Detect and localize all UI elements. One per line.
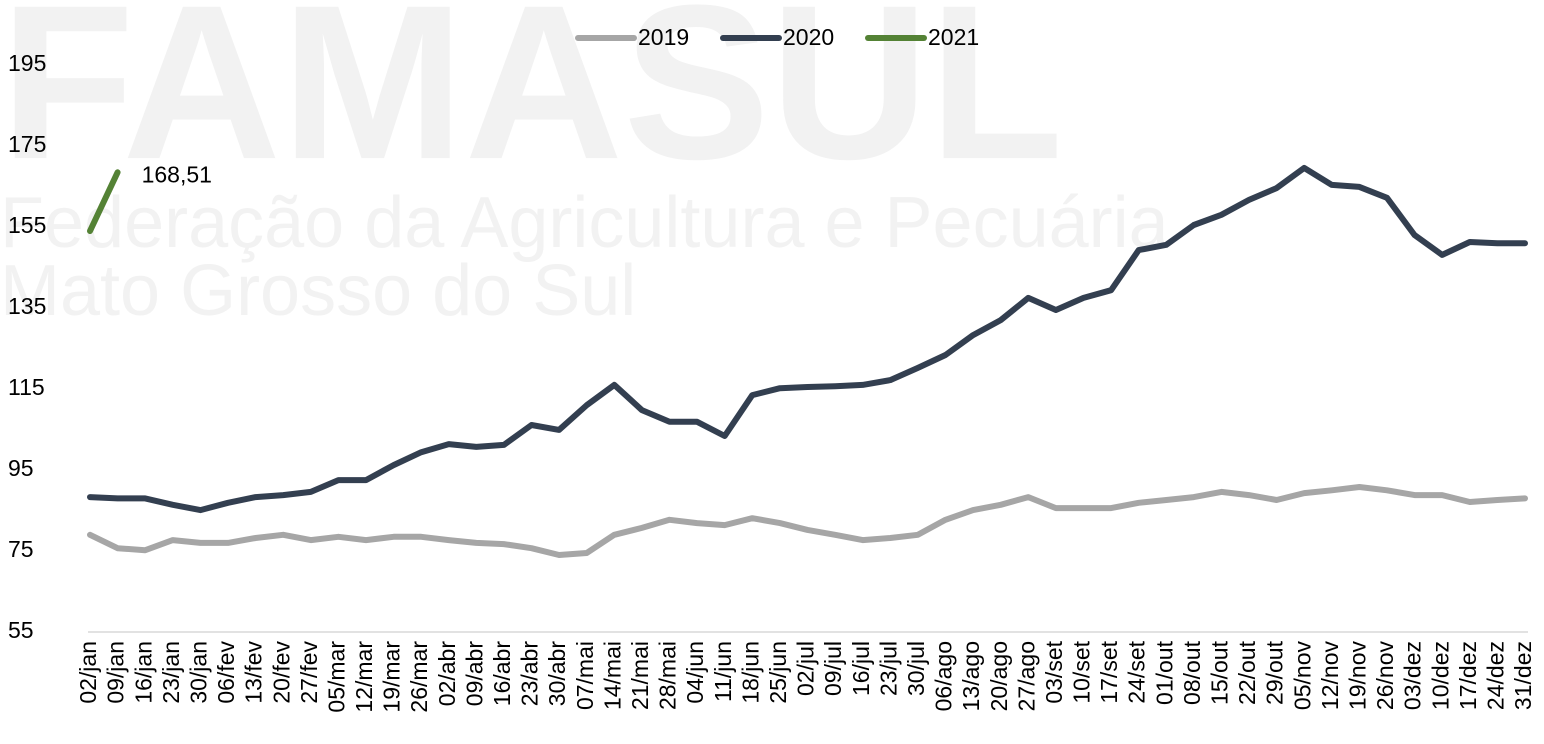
x-tick-label: 27/fev (296, 641, 322, 704)
x-tick-label: 17/dez (1455, 641, 1481, 710)
x-tick-label: 05/nov (1289, 641, 1315, 711)
x-tick-label: 26/nov (1372, 641, 1398, 711)
x-tick-label: 30/jul (903, 641, 929, 696)
x-tick-label: 19/nov (1345, 641, 1371, 711)
series-line (87, 484, 1528, 558)
x-tick-label: 03/set (1041, 640, 1067, 703)
x-tick-label: 18/jun (737, 641, 763, 704)
x-tick-label: 03/dez (1400, 641, 1426, 710)
x-tick-label: 11/jun (710, 641, 736, 702)
y-tick-label: 175 (8, 131, 46, 157)
x-tick-label: 02/jul (793, 641, 819, 696)
x-tick-label: 07/mai (572, 641, 598, 710)
x-tick-label: 23/abr (517, 641, 543, 707)
x-tick-label: 22/out (1234, 640, 1260, 705)
x-tick-label: 02/abr (434, 641, 460, 707)
x-tick-label: 10/dez (1427, 641, 1453, 710)
series-line (87, 164, 1528, 514)
x-tick-label: 16/abr (489, 641, 515, 707)
data-label: 168,51 (142, 161, 212, 187)
x-tick-label: 26/mar (406, 641, 432, 713)
x-tick-label: 10/set (1069, 640, 1095, 703)
x-tick-label: 31/dez (1510, 641, 1536, 710)
x-tick-label: 24/dez (1482, 641, 1508, 710)
x-tick-label: 16/jan (130, 641, 156, 704)
x-tick-label: 12/mar (351, 641, 377, 713)
x-tick-label: 13/fev (241, 641, 267, 704)
x-tick-label: 09/abr (461, 641, 487, 707)
x-tick-label: 24/set (1124, 640, 1150, 703)
x-tick-label: 20/fev (268, 641, 294, 704)
x-tick-label: 23/jan (158, 641, 184, 704)
legend-label: 2020 (783, 24, 834, 50)
y-tick-label: 115 (8, 374, 45, 400)
x-tick-label: 06/ago (931, 641, 957, 711)
x-tick-label: 01/out (1151, 640, 1177, 705)
x-tick-label: 23/jul (875, 641, 901, 696)
x-tick-label: 20/ago (986, 641, 1012, 711)
x-tick-label: 17/set (1096, 640, 1122, 703)
legend-label: 2019 (638, 24, 689, 50)
x-tick-label: 09/jul (820, 641, 846, 696)
watermark-line: Federação da Agricultura e Pecuária (0, 183, 1170, 263)
x-tick-label: 28/mai (655, 641, 681, 710)
series-line (87, 169, 121, 234)
watermark-line: Mato Grosso do Sul (0, 251, 636, 331)
x-tick-label: 09/jan (103, 641, 129, 704)
x-tick-label: 14/mai (599, 641, 625, 710)
x-tick-label: 08/out (1179, 640, 1205, 705)
y-tick-label: 195 (8, 50, 46, 76)
x-tick-label: 02/jan (75, 641, 101, 704)
legend-label: 2021 (928, 24, 979, 50)
y-tick-label: 155 (8, 212, 46, 238)
x-tick-label: 19/mar (379, 641, 405, 713)
x-tick-label: 12/nov (1317, 641, 1343, 711)
x-tick-label: 06/fev (213, 641, 239, 704)
x-tick-label: 29/out (1262, 640, 1288, 705)
x-tick-label: 30/jan (185, 641, 211, 704)
x-tick-label: 21/mai (627, 641, 653, 710)
x-tick-label: 16/jul (848, 641, 874, 696)
x-tick-label: 04/jun (682, 641, 708, 704)
y-tick-label: 55 (8, 617, 34, 643)
y-tick-label: 135 (8, 293, 46, 319)
x-tick-label: 13/ago (958, 641, 984, 711)
x-tick-label: 15/out (1207, 640, 1233, 705)
x-tick-label: 05/mar (323, 641, 349, 713)
x-tick-label: 25/jun (765, 641, 791, 704)
watermark-title: FAMASUL (0, 0, 1063, 205)
x-tick-label: 27/ago (1013, 641, 1039, 711)
y-tick-label: 95 (8, 455, 34, 481)
y-tick-label: 75 (8, 536, 34, 562)
x-tick-label: 30/abr (544, 641, 570, 707)
